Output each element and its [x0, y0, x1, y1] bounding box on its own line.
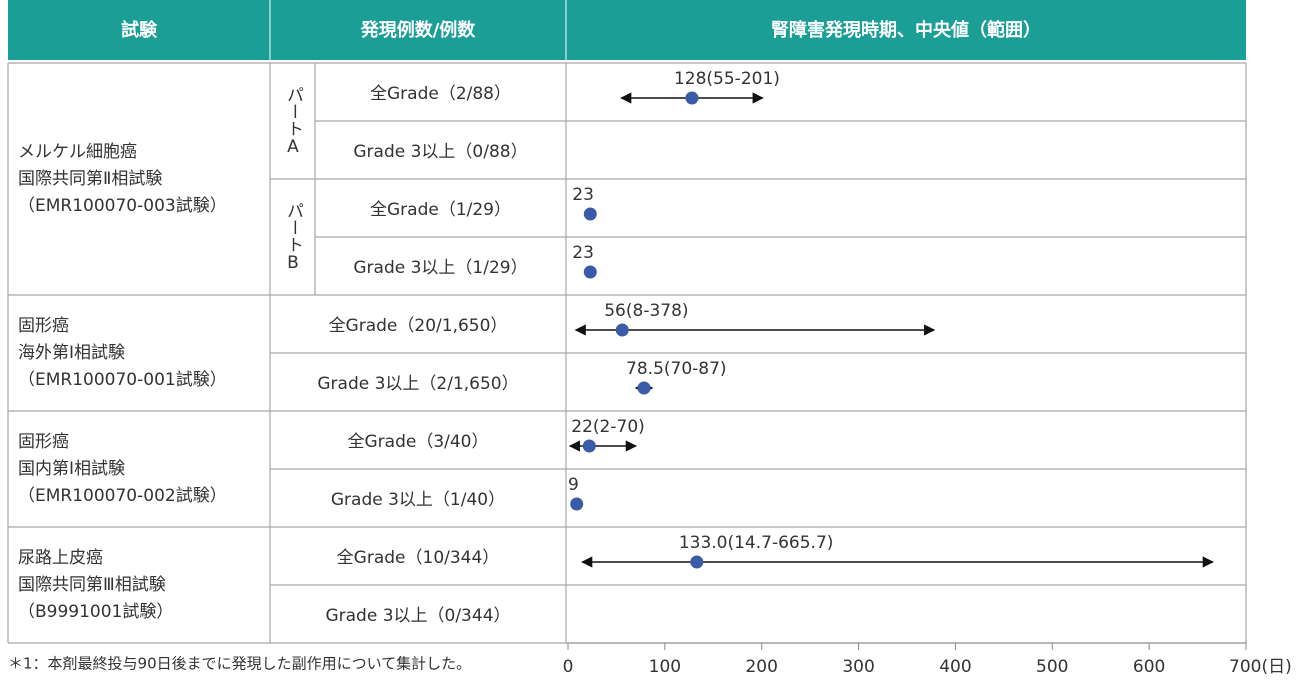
- x-tick-label: 600: [1133, 657, 1165, 677]
- header-cell: 腎障害発現時期、中央値（範囲）: [771, 19, 1041, 41]
- x-tick-label: 200: [745, 657, 777, 677]
- value-label: 23: [572, 185, 594, 205]
- study-name: 海外第Ⅰ相試験: [18, 343, 125, 363]
- median-dot: [637, 381, 651, 395]
- part-label: パートB: [283, 201, 303, 273]
- row-label: Grade 3以上（0/344）: [325, 606, 510, 626]
- median-dot: [582, 439, 596, 453]
- study-name: メルケル細胞癌: [18, 142, 137, 162]
- study-name: 国際共同第Ⅲ相試験: [18, 575, 166, 595]
- study-name: 固形癌: [18, 432, 69, 452]
- row-label: 全Grade（10/344）: [337, 548, 500, 568]
- row-label: Grade 3以上（0/88）: [353, 142, 527, 162]
- value-label: 133.0(14.7-665.7): [679, 533, 834, 553]
- value-label: 22(2-70): [571, 417, 644, 437]
- value-label: 128(55-201): [674, 69, 780, 89]
- study-name: （B9991001試験）: [18, 602, 173, 622]
- row-label: 全Grade（2/88）: [370, 84, 511, 104]
- median-dot: [570, 497, 584, 511]
- study-name: （EMR100070-001試験）: [18, 370, 227, 390]
- header-bg: [8, 0, 1246, 60]
- row-label: Grade 3以上（1/40）: [331, 490, 505, 510]
- median-dot: [685, 91, 699, 105]
- x-tick-label: 100: [649, 657, 681, 677]
- header-cell: 試験: [121, 19, 158, 41]
- study-name: （EMR100070-003試験）: [18, 196, 227, 216]
- median-dot: [690, 555, 704, 569]
- footnote: ＊1：本剤最終投与90日後までに発現した副作用について集計した。: [8, 655, 471, 673]
- row-label: Grade 3以上（2/1,650）: [317, 374, 518, 394]
- value-label: 23: [572, 243, 594, 263]
- x-tick-label: 300: [842, 657, 874, 677]
- value-label: 9: [568, 475, 579, 495]
- x-tick-label: 0: [563, 657, 574, 677]
- median-dot: [583, 207, 597, 221]
- row-label: 全Grade（20/1,650）: [329, 316, 508, 336]
- row-label: Grade 3以上（1/29）: [353, 258, 527, 278]
- study-name: （EMR100070-002試験）: [18, 486, 227, 506]
- header-cell: 発現例数/例数: [360, 19, 477, 41]
- row-label: 全Grade（1/29）: [370, 200, 511, 220]
- study-name: 国際共同第Ⅱ相試験: [18, 169, 162, 189]
- value-label: 78.5(70-87): [626, 359, 727, 379]
- x-tick-label: 500: [1036, 657, 1068, 677]
- x-tick-label: 700(日): [1229, 657, 1292, 677]
- row-label: 全Grade（3/40）: [347, 432, 488, 452]
- study-name: 国内第Ⅰ相試験: [18, 459, 125, 479]
- study-name: 尿路上皮癌: [18, 548, 103, 568]
- part-label: パートA: [283, 85, 303, 157]
- median-dot: [615, 323, 629, 337]
- x-tick-label: 400: [939, 657, 971, 677]
- median-dot: [583, 265, 597, 279]
- study-name: 固形癌: [18, 316, 69, 336]
- value-label: 56(8-378): [604, 301, 688, 321]
